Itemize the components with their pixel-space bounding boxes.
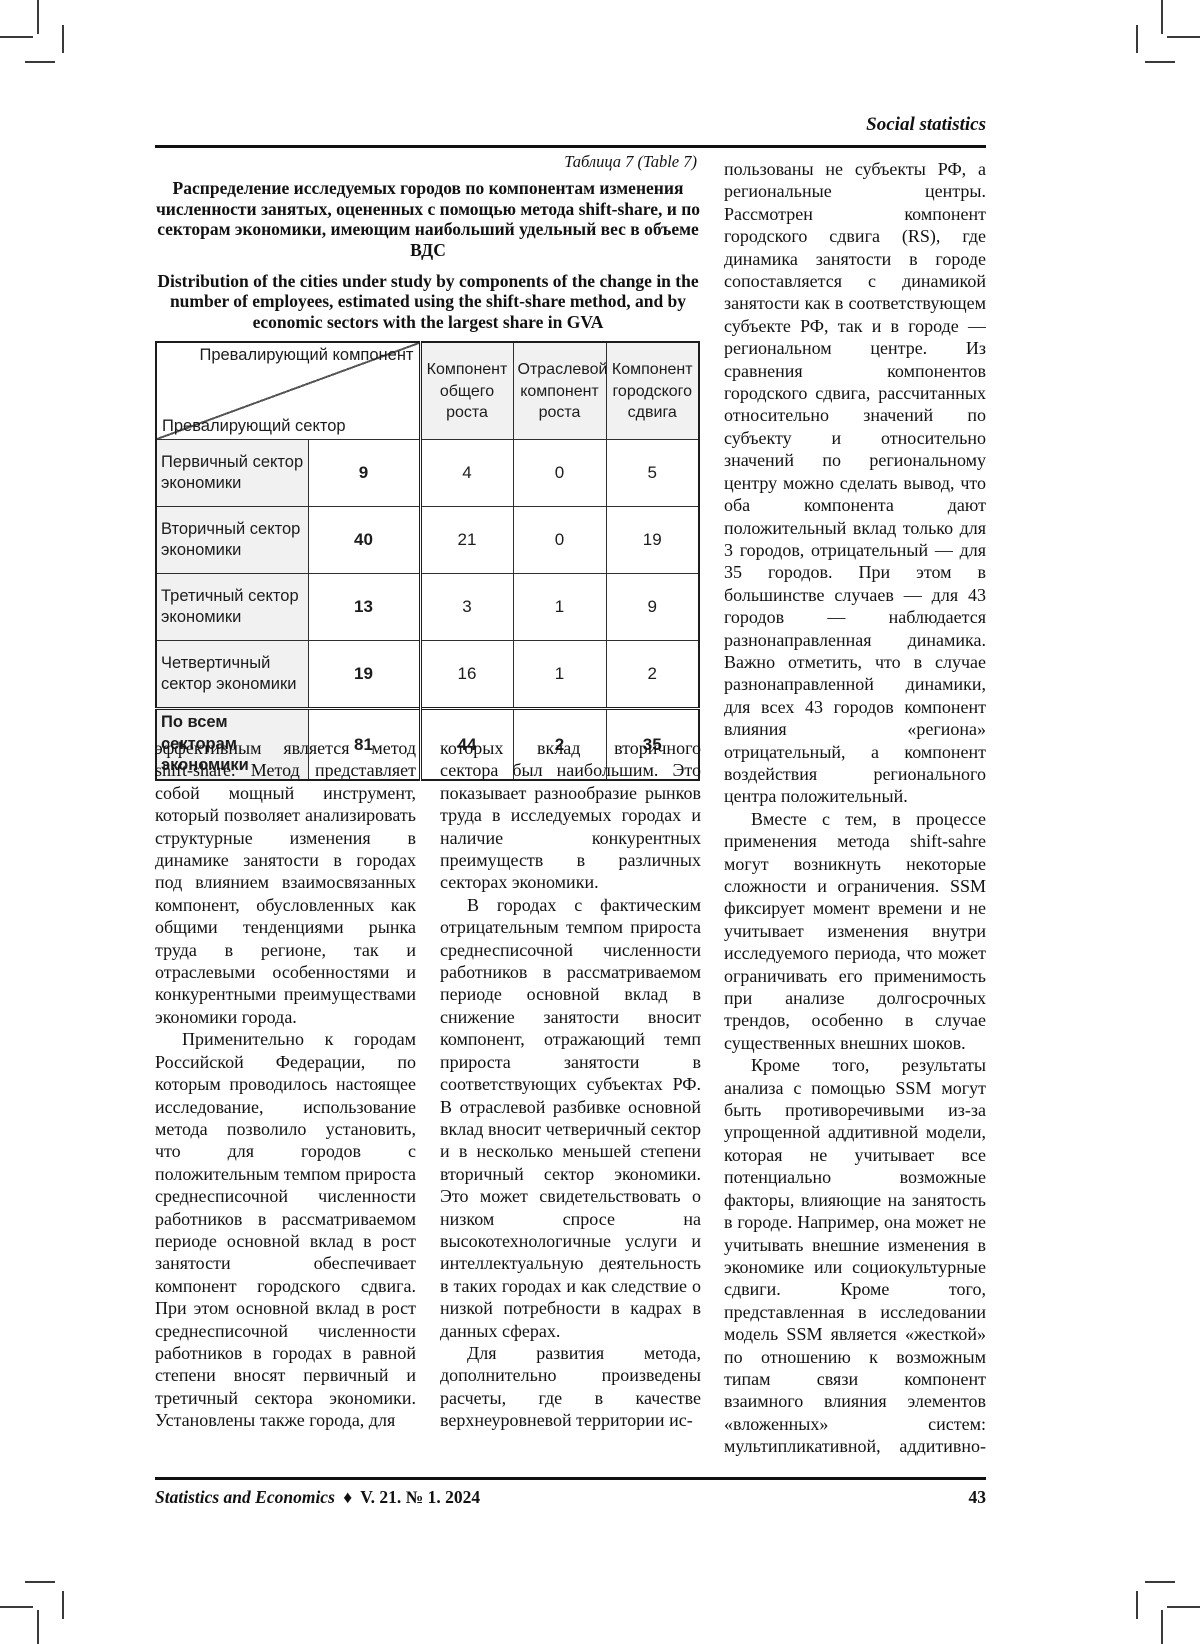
journal-title: Statistics and Economics: [155, 1487, 335, 1507]
cell-value: 3: [418, 573, 514, 642]
cell-value: 0: [512, 506, 607, 575]
page-number: 43: [968, 1487, 987, 1507]
cell-value: 2: [605, 640, 700, 710]
body-columns-left: эффективным является метод shift-share. …: [155, 737, 701, 1459]
cell-value: 16: [418, 640, 514, 710]
cell-value: 5: [605, 439, 700, 508]
row-label: Третичный сектор экономики: [155, 573, 309, 642]
cell-value: 19: [605, 506, 700, 575]
table-title-ru: Распределение исследуемых городов по ком…: [155, 178, 701, 260]
cell-total: 9: [307, 439, 421, 508]
table-total-row: По всем секторам экономики 81 44 2 35: [155, 707, 700, 781]
issue-info: V. 21. № 1. 2024: [360, 1487, 481, 1507]
table-row: Вторичный сектор экономики 40 21 0 19: [155, 506, 700, 575]
footer-rule: [155, 1477, 986, 1480]
paragraph: которых вклад вторичного сектора был наи…: [440, 738, 701, 893]
paragraph: Кроме того, результаты анализа с помощью…: [724, 1055, 986, 1460]
table-title-en: Distribution of the cities under study b…: [157, 270, 699, 332]
cell-total: 40: [307, 506, 421, 575]
cell-value: 21: [418, 506, 514, 575]
cell-total: 13: [307, 573, 421, 642]
journal-reference: Statistics and Economics ♦ V. 21. № 1. 2…: [155, 1487, 480, 1508]
diagonal-header-cell: Превалирующий компонент Превалирующий се…: [155, 341, 421, 441]
row-label: Первичный сектор экономики: [155, 439, 309, 508]
cell-total: 81: [307, 707, 421, 781]
distribution-table: Превалирующий компонент Превалирующий се…: [155, 341, 700, 781]
table-header-row: Превалирующий компонент Превалирующий се…: [155, 341, 700, 441]
cell-value: 44: [418, 707, 514, 781]
page-footer: Statistics and Economics ♦ V. 21. № 1. 2…: [155, 1487, 986, 1508]
cell-value: 35: [605, 707, 700, 781]
column-header: Компонент городского сдвига: [605, 341, 700, 441]
table-row: Третичный сектор экономики 13 3 1 9: [155, 573, 700, 642]
row-label: Четвертичный сектор экономики: [155, 640, 309, 710]
paragraph: В городах с фактическим отрицательным те…: [440, 894, 701, 1341]
column-header: Компонент общего роста: [418, 341, 514, 441]
running-head: Social statistics: [866, 114, 986, 135]
table-row: Первичный сектор экономики 9 4 0 5: [155, 439, 700, 508]
row-label: По всем секторам экономики: [155, 707, 309, 781]
cell-value: 1: [512, 640, 607, 710]
table-block: Таблица 7 (Table 7) Распределение исслед…: [155, 152, 701, 781]
cell-value: 2: [512, 707, 607, 781]
cell-value: 4: [418, 439, 514, 508]
text-column-3: пользованы не субъекты РФ, а региональны…: [724, 158, 986, 1460]
paragraph: Для развития метода, дополнительно произ…: [440, 1342, 701, 1431]
header-rule: [155, 145, 986, 148]
cell-value: 0: [512, 439, 607, 508]
column-header: Отраслевой компонент роста: [512, 341, 607, 441]
diamond-separator-icon: ♦: [343, 1487, 353, 1507]
paragraph: эффективным является метод shift-share. …: [155, 738, 416, 1027]
text-column-1: эффективным является метод shift-share. …: [155, 737, 416, 1459]
cell-value: 1: [512, 573, 607, 642]
diagonal-header-bottom: Превалирующий сектор: [162, 417, 346, 436]
table-row: Четвертичный сектор экономики 19 16 1 2: [155, 640, 700, 710]
paragraph: Применительно к городам Российской Федер…: [155, 1029, 416, 1431]
row-label: Вторичный сектор экономики: [155, 506, 309, 575]
paragraph: пользованы не субъекты РФ, а региональны…: [724, 159, 986, 807]
diagonal-header-top: Превалирующий компонент: [199, 346, 414, 365]
paragraph: Вместе с тем, в процессе применения мето…: [724, 808, 986, 1053]
table-caption: Таблица 7 (Table 7): [564, 152, 697, 171]
text-column-2: которых вклад вторичного сектора был наи…: [440, 737, 701, 1459]
cell-value: 9: [605, 573, 700, 642]
cell-total: 19: [307, 640, 421, 710]
